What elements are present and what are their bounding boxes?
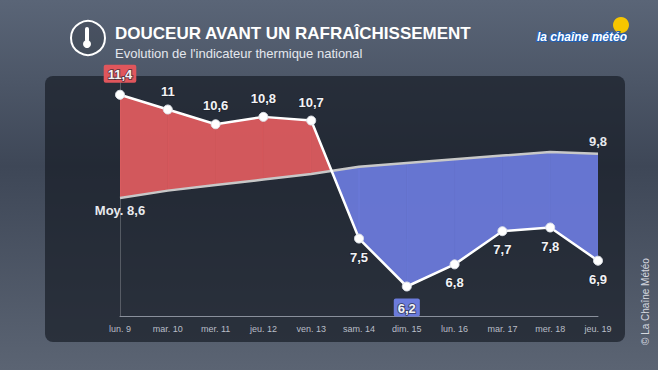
svg-text:DOUCEUR AVANT UN RAFRAÎCHISSEM: DOUCEUR AVANT UN RAFRAÎCHISSEMENT (115, 24, 471, 43)
svg-text:9,8: 9,8 (589, 134, 607, 149)
svg-text:© La Chaîne Météo: © La Chaîne Météo (640, 258, 651, 345)
svg-text:mer. 11: mer. 11 (201, 324, 230, 334)
svg-text:10,7: 10,7 (299, 95, 324, 110)
svg-text:6,8: 6,8 (446, 275, 464, 290)
svg-text:Evolution de l'indicateur ther: Evolution de l'indicateur thermique nati… (115, 46, 363, 61)
svg-text:11,4: 11,4 (108, 67, 133, 82)
svg-text:dim. 15: dim. 15 (392, 324, 422, 334)
svg-text:10,6: 10,6 (203, 98, 228, 113)
svg-text:10,8: 10,8 (251, 91, 276, 106)
svg-text:jeu. 12: jeu. 12 (249, 324, 277, 334)
svg-text:ven. 13: ven. 13 (296, 324, 326, 334)
svg-text:11: 11 (161, 84, 175, 99)
svg-text:la chaîne météo: la chaîne météo (537, 30, 627, 44)
svg-text:sam. 14: sam. 14 (343, 324, 375, 334)
svg-text:mer. 18: mer. 18 (535, 324, 565, 334)
svg-text:7,7: 7,7 (493, 242, 511, 257)
svg-text:lun. 16: lun. 16 (441, 324, 468, 334)
svg-text:mar. 17: mar. 17 (487, 324, 517, 334)
svg-text:jeu. 19: jeu. 19 (583, 324, 611, 334)
svg-text:Moy. 8,6: Moy. 8,6 (95, 203, 145, 218)
svg-text:6,9: 6,9 (589, 272, 607, 287)
svg-text:lun. 9: lun. 9 (109, 324, 131, 334)
svg-text:7,5: 7,5 (350, 250, 368, 265)
svg-text:7,8: 7,8 (541, 239, 559, 254)
svg-text:6,2: 6,2 (398, 301, 416, 316)
svg-text:mar. 10: mar. 10 (153, 324, 183, 334)
